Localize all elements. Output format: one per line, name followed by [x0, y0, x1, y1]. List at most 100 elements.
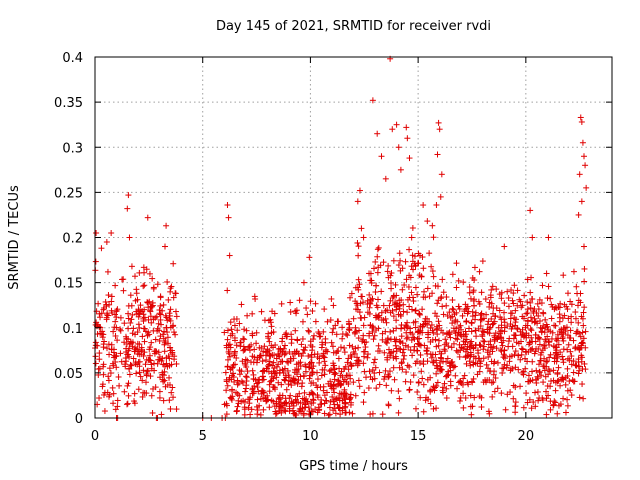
- data-point: [432, 336, 439, 343]
- data-point: [430, 405, 437, 412]
- data-point: [527, 326, 534, 333]
- data-point: [524, 317, 531, 324]
- data-point: [447, 382, 454, 389]
- data-point: [469, 403, 476, 410]
- data-point: [399, 366, 406, 373]
- data-point: [100, 344, 107, 351]
- data-point: [450, 340, 457, 347]
- data-point: [173, 313, 180, 320]
- data-point: [564, 396, 571, 403]
- data-point: [445, 343, 452, 350]
- data-point: [124, 401, 131, 408]
- data-point: [577, 114, 584, 121]
- data-point: [577, 290, 584, 297]
- data-point: [433, 405, 440, 412]
- data-point: [152, 314, 159, 321]
- data-point: [105, 341, 112, 348]
- data-point: [317, 333, 324, 340]
- data-point: [97, 314, 104, 321]
- data-point: [536, 369, 543, 376]
- data-point: [478, 289, 485, 296]
- data-point: [326, 368, 333, 375]
- data-point: [385, 402, 392, 409]
- data-point: [224, 363, 231, 370]
- data-point: [419, 375, 426, 382]
- data-point: [252, 296, 259, 303]
- data-point: [477, 317, 484, 324]
- data-point: [259, 387, 266, 394]
- data-point: [156, 388, 163, 395]
- data-point: [530, 399, 537, 406]
- data-point: [533, 309, 540, 316]
- data-point: [424, 376, 431, 383]
- data-point: [290, 402, 297, 409]
- data-point: [265, 368, 272, 375]
- data-point: [292, 350, 299, 357]
- data-point: [441, 380, 448, 387]
- x-axis-label: GPS time / hours: [299, 459, 408, 474]
- data-point: [472, 355, 479, 362]
- data-point: [166, 316, 173, 323]
- data-point: [547, 406, 554, 413]
- data-point: [379, 336, 386, 343]
- data-point: [107, 370, 114, 377]
- data-point: [335, 355, 342, 362]
- data-point: [404, 309, 411, 316]
- data-point: [420, 265, 427, 272]
- data-point: [106, 351, 113, 358]
- data-point: [242, 361, 249, 368]
- data-point: [125, 315, 132, 322]
- data-point: [531, 305, 538, 312]
- data-point: [142, 361, 149, 368]
- data-point: [302, 344, 309, 351]
- data-point: [508, 286, 515, 293]
- data-point: [417, 352, 424, 359]
- data-point: [544, 295, 551, 302]
- data-point: [501, 243, 508, 250]
- data-point: [304, 311, 311, 318]
- data-point: [352, 392, 359, 399]
- data-point: [132, 331, 139, 338]
- data-point: [170, 329, 177, 336]
- data-point: [545, 338, 552, 345]
- data-point: [103, 239, 110, 246]
- data-point: [124, 351, 131, 358]
- data-point: [288, 398, 295, 405]
- data-point: [429, 359, 436, 366]
- data-point: [407, 347, 414, 354]
- data-point: [455, 303, 462, 310]
- data-point: [533, 376, 540, 383]
- data-point: [117, 350, 124, 357]
- data-point: [273, 355, 280, 362]
- data-point: [235, 400, 242, 407]
- data-point: [241, 411, 248, 418]
- data-point: [371, 375, 378, 382]
- data-point: [241, 346, 248, 353]
- data-point: [265, 362, 272, 369]
- data-point: [371, 356, 378, 363]
- data-point: [567, 348, 574, 355]
- data-point: [141, 306, 148, 313]
- data-point: [341, 344, 348, 351]
- data-point: [555, 335, 562, 342]
- data-point: [270, 328, 277, 335]
- data-point: [355, 276, 362, 283]
- data-point: [157, 311, 164, 318]
- data-point: [527, 299, 534, 306]
- data-point: [483, 311, 490, 318]
- data-point: [355, 286, 362, 293]
- data-point: [366, 291, 373, 298]
- data-point: [487, 294, 494, 301]
- data-point: [560, 337, 567, 344]
- data-point: [519, 313, 526, 320]
- data-point: [148, 319, 155, 326]
- data-point: [463, 353, 470, 360]
- data-point: [389, 307, 396, 314]
- data-point: [270, 398, 277, 405]
- data-point: [159, 307, 166, 314]
- data-point: [399, 349, 406, 356]
- data-point: [278, 300, 285, 307]
- data-point: [120, 276, 127, 283]
- data-point: [270, 383, 277, 390]
